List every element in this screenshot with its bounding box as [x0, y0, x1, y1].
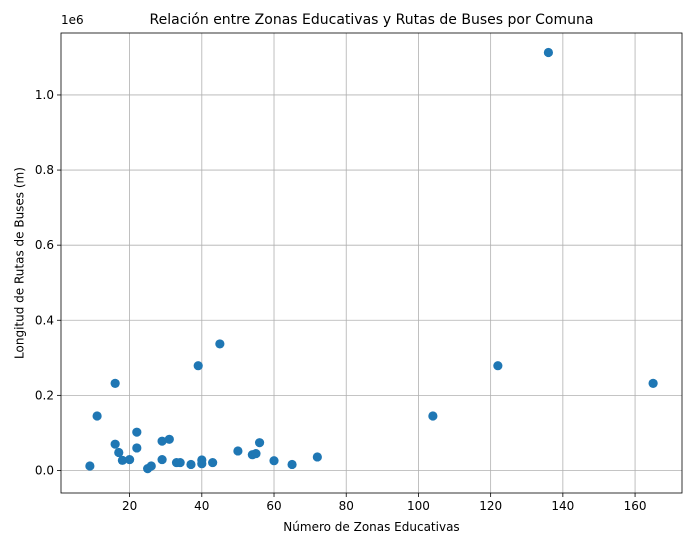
x-axis-label: Número de Zonas Educativas — [283, 520, 459, 534]
scatter-point — [110, 378, 120, 388]
scatter-point — [428, 411, 438, 421]
scatter-point — [92, 411, 102, 421]
scatter-point — [254, 438, 265, 448]
scatter-point — [85, 461, 95, 471]
x-tick-label: 80 — [339, 499, 354, 513]
scatter-point — [146, 461, 156, 471]
x-tick-label: 40 — [194, 499, 209, 513]
scatter-point — [132, 427, 142, 437]
y-tick-label: 0.8 — [35, 163, 54, 177]
y-tick-label: 0.2 — [35, 388, 54, 402]
x-tick-label: 60 — [266, 499, 281, 513]
x-tick-label: 140 — [551, 499, 574, 513]
x-tick-label: 120 — [479, 499, 502, 513]
scatter-point — [193, 361, 203, 371]
scatter-point — [117, 455, 127, 465]
scatter-point — [197, 459, 207, 469]
x-axis-ticks: 20 40 60 80 100 120 140 160 — [122, 493, 647, 513]
scatter-point — [312, 452, 322, 462]
y-tick-label: 0.6 — [35, 238, 54, 252]
x-tick-label: 160 — [624, 499, 647, 513]
scatter-point — [648, 378, 658, 388]
y-axis-offset-label: 1e6 — [61, 13, 84, 27]
scatter-point — [493, 361, 503, 371]
scatter-point — [186, 459, 196, 470]
y-axis-ticks: 0.0 0.2 0.4 0.6 0.8 1.0 — [35, 88, 61, 477]
y-tick-label: 0.0 — [35, 463, 54, 477]
x-tick-label: 100 — [407, 499, 430, 513]
scatter-point — [132, 443, 142, 453]
grid-lines — [61, 33, 682, 493]
scatter-point — [251, 448, 261, 459]
y-axis-label: Longitud de Rutas de Buses (m) — [13, 167, 27, 359]
data-points — [85, 47, 658, 474]
scatter-point — [124, 454, 135, 465]
y-tick-label: 1.0 — [35, 88, 54, 102]
scatter-point — [114, 447, 124, 458]
chart-title: Relación entre Zonas Educativas y Rutas … — [150, 12, 594, 28]
y-tick-label: 0.4 — [35, 313, 54, 327]
scatter-point — [110, 439, 120, 449]
scatter-point — [157, 436, 167, 446]
scatter-point — [157, 454, 167, 465]
scatter-point — [233, 446, 243, 456]
scatter-point — [208, 457, 218, 468]
plot-frame — [60, 32, 683, 494]
scatter-point — [175, 457, 185, 468]
x-tick-label: 20 — [122, 499, 137, 513]
scatter-point — [543, 47, 554, 58]
scatter-point — [269, 456, 279, 466]
scatter-point — [164, 434, 174, 444]
scatter-point — [287, 459, 297, 470]
scatter-point — [215, 339, 225, 349]
